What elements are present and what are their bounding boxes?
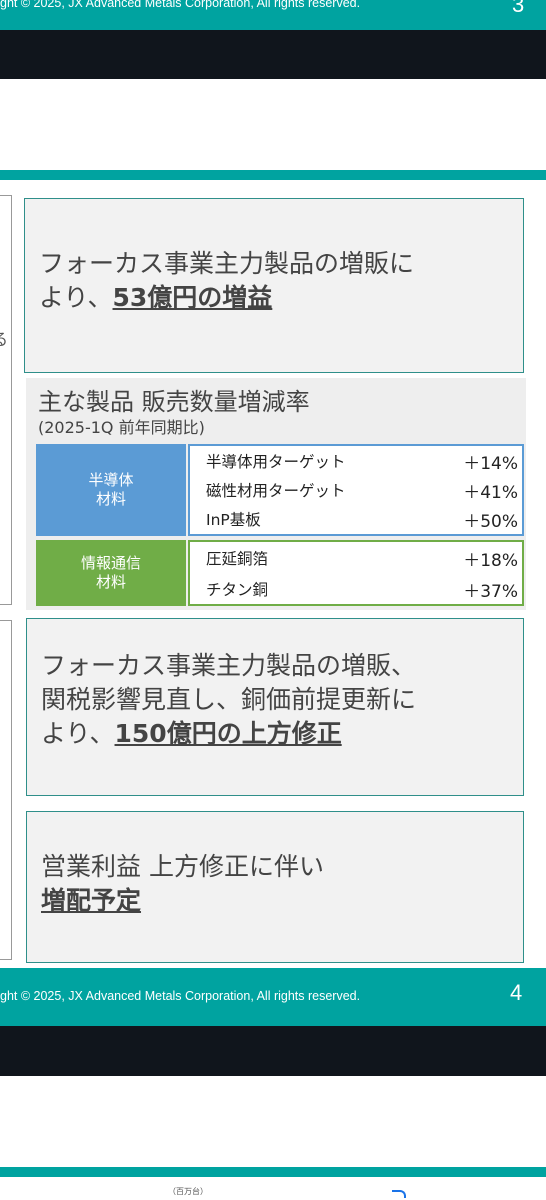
callout1-line2-pre: より、	[39, 283, 113, 312]
left-box-edge-2	[0, 620, 12, 960]
callout1-line2: より、53億円の増益	[39, 281, 523, 315]
callout3-highlight: 増配予定	[41, 886, 142, 915]
product-name: 磁性材用ターゲット	[206, 482, 346, 500]
page-number: 3	[512, 0, 525, 17]
slide-gap-band	[0, 30, 546, 79]
product-name: 圧延銅箔	[206, 550, 269, 568]
panel-title: 主な製品 販売数量増減率	[38, 388, 310, 416]
category-ict: 情報通信 材料	[36, 540, 186, 606]
product-name: 半導体用ターゲット	[206, 453, 346, 471]
table-row: チタン銅 ＋37%	[190, 573, 522, 604]
callout2-line2: 関税影響見直し、銅価前提更新に	[41, 685, 417, 714]
unit-label: （百万台）	[168, 1187, 208, 1196]
sales-volume-panel: 主な製品 販売数量増減率 (2025-1Q 前年同期比) 半導体 材料 半導体用…	[26, 378, 526, 610]
upward-revision-callout: フォーカス事業主力製品の増販、 関税影響見直し、銅価前提更新に より、150億円…	[26, 618, 524, 796]
slide-gap-band-2	[0, 1026, 546, 1076]
partial-glyph	[392, 1190, 406, 1198]
group-semiconductor-table: 半導体用ターゲット ＋14% 磁性材用ターゲット ＋41% InP基板 ＋50%	[188, 444, 524, 536]
next-header-rule	[0, 1167, 546, 1177]
callout2-line1: フォーカス事業主力製品の増販、	[41, 651, 417, 680]
header-rule	[0, 170, 546, 180]
change-value: ＋41%	[463, 483, 518, 503]
change-value: ＋14%	[463, 454, 518, 474]
callout1-line1: フォーカス事業主力製品の増販に	[39, 249, 415, 278]
table-row: 圧延銅箔 ＋18%	[190, 542, 522, 573]
callout1-highlight: 53億円の増益	[112, 283, 273, 312]
profit-increase-callout: フォーカス事業主力製品の増販に より、53億円の増益	[24, 198, 524, 373]
slide4-footer: ght © 2025, JX Advanced Metals Corporati…	[0, 968, 546, 1026]
callout2-line3: より、150億円の上方修正	[41, 717, 523, 751]
category-ict-line1: 情報通信	[80, 554, 141, 572]
callout2-line3-pre: より、	[41, 719, 115, 748]
product-name: チタン銅	[206, 581, 269, 599]
copyright-text: ght © 2025, JX Advanced Metals Corporati…	[0, 989, 361, 1003]
left-box-edge	[0, 195, 12, 605]
table-row: 半導体用ターゲット ＋14%	[190, 446, 522, 475]
page-number: 4	[510, 980, 523, 1005]
change-value: ＋50%	[463, 512, 518, 532]
category-ict-line2: 材料	[95, 573, 126, 591]
change-value: ＋37%	[463, 582, 518, 602]
panel-subtitle: (2025-1Q 前年同期比)	[38, 418, 205, 437]
category-semiconductor: 半導体 材料	[36, 444, 186, 536]
change-value: ＋18%	[463, 551, 518, 571]
copyright-text: ght © 2025, JX Advanced Metals Corporati…	[0, 0, 361, 10]
table-row: 磁性材用ターゲット ＋41%	[190, 475, 522, 504]
category-semiconductor-line1: 半導体	[88, 471, 134, 489]
callout2-highlight: 150億円の上方修正	[114, 719, 342, 748]
callout3-line1: 営業利益 上方修正に伴い	[41, 852, 324, 881]
product-name: InP基板	[206, 511, 261, 529]
category-semiconductor-line2: 材料	[95, 490, 126, 508]
left-cut-text: る	[0, 330, 9, 349]
group-ict-table: 圧延銅箔 ＋18% チタン銅 ＋37%	[188, 540, 524, 606]
dividend-callout: 営業利益 上方修正に伴い 増配予定	[26, 811, 524, 963]
table-row: InP基板 ＋50%	[190, 504, 522, 534]
slide3-footer: ght © 2025, JX Advanced Metals Corporati…	[0, 0, 546, 30]
